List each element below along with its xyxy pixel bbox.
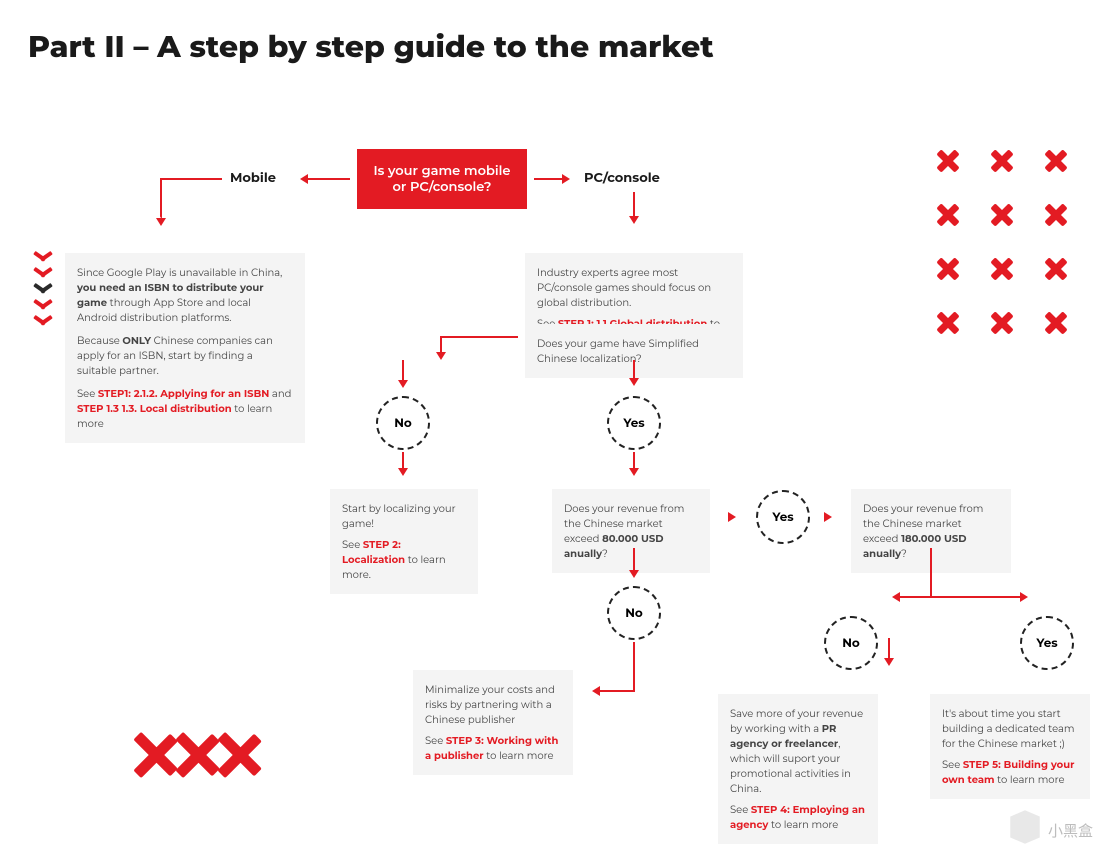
agency-p2: See STEP 4: Employing an agency to learn… <box>730 802 866 832</box>
arrow-right-icon <box>728 512 736 522</box>
watermark-text: 小黑盒 <box>1048 820 1093 841</box>
connector-line <box>633 360 635 378</box>
arrow-left-icon <box>592 686 600 696</box>
arrow-down-icon <box>398 468 408 476</box>
connector-line <box>308 178 350 180</box>
decision-no-circle-2: No <box>611 590 657 636</box>
connector-line <box>160 178 222 180</box>
x-icon <box>1043 202 1069 228</box>
x-icon <box>989 256 1015 282</box>
connector-line <box>930 596 1020 598</box>
chevron-down-icon <box>32 322 54 336</box>
arrow-right-icon <box>1020 592 1028 602</box>
x-icon <box>1043 256 1069 282</box>
connector-line <box>534 178 562 180</box>
x-icon <box>935 202 961 228</box>
x-icon <box>935 148 961 174</box>
mobile-p2: Because ONLY Chinese companies can apply… <box>77 333 293 378</box>
arrow-down-icon <box>629 468 639 476</box>
x-icon <box>1043 148 1069 174</box>
connector-line <box>633 642 635 690</box>
arrow-down-icon <box>436 352 446 360</box>
rev80k-text: Does your revenue from the Chinese marke… <box>564 501 698 561</box>
decision-yes-circle: Yes <box>611 400 657 446</box>
decision-yes-circle-3: Yes <box>1024 620 1070 666</box>
arrow-down-icon <box>629 570 639 578</box>
chevron-left-icon <box>168 710 216 800</box>
connector-line <box>900 596 932 598</box>
arrow-left-icon <box>300 174 308 184</box>
localize-p2: See STEP 2: Localization to learn more. <box>342 537 466 582</box>
chevron-left-icon <box>210 710 258 800</box>
no-label: No <box>625 606 643 621</box>
chevron-decoration <box>126 710 252 800</box>
x-icon <box>1043 310 1069 336</box>
x-icon <box>989 310 1015 336</box>
arrow-down-icon <box>884 658 894 666</box>
connector-line <box>402 360 404 380</box>
arrow-down-icon <box>629 216 639 224</box>
decision-no-circle: No <box>380 400 426 446</box>
decision-text: Is your game mobile or PC/console? <box>367 163 517 195</box>
x-pattern-decoration <box>935 148 1069 336</box>
connector-line <box>160 178 162 218</box>
localize-box: Start by localizing your game! See STEP … <box>330 489 478 594</box>
connector-line <box>930 548 932 596</box>
arrow-down-icon <box>398 380 408 388</box>
pc-global-p1: Industry experts agree most PC/console g… <box>537 265 731 310</box>
mobile-info-box: Since Google Play is unavailable in Chin… <box>65 253 305 443</box>
x-icon <box>935 256 961 282</box>
no-label: No <box>842 636 860 651</box>
x-icon <box>989 148 1015 174</box>
connector-line <box>888 638 890 658</box>
decision-box: Is your game mobile or PC/console? <box>357 149 527 209</box>
connector-line <box>440 336 442 352</box>
agency-box: Save more of your revenue by working wit… <box>718 694 878 844</box>
publisher-box: Minimalize your costs and risks by partn… <box>413 670 573 775</box>
x-icon <box>935 310 961 336</box>
mobile-p1: Since Google Play is unavailable in Chin… <box>77 265 293 325</box>
localize-p1: Start by localizing your game! <box>342 501 466 531</box>
arrow-right-icon <box>824 512 832 522</box>
chevron-left-icon <box>126 710 174 800</box>
connector-line <box>633 452 635 468</box>
yes-label: Yes <box>772 510 793 525</box>
revenue-80k-question: Does your revenue from the Chinese marke… <box>552 489 710 573</box>
own-team-p1: It's about time you start building a ded… <box>942 706 1078 751</box>
branch-pc-label: PC/console <box>584 170 660 186</box>
no-label: No <box>394 416 412 431</box>
publisher-p2: See STEP 3: Working with a publisher to … <box>425 733 561 763</box>
yes-label: Yes <box>1036 636 1057 651</box>
agency-p1: Save more of your revenue by working wit… <box>730 706 866 796</box>
connector-line <box>440 336 518 338</box>
own-team-p2: See STEP 5: Building your own team to le… <box>942 757 1078 787</box>
branch-mobile-label: Mobile <box>230 170 276 186</box>
watermark-logo-icon <box>1006 808 1044 846</box>
own-team-box: It's about time you start building a ded… <box>930 694 1090 799</box>
yes-label: Yes <box>623 416 644 431</box>
arrow-left-icon <box>892 592 900 602</box>
arrow-down-icon <box>156 218 166 226</box>
connector-line <box>600 690 635 692</box>
arrow-right-icon <box>562 174 570 184</box>
publisher-p1: Minimalize your costs and risks by partn… <box>425 682 561 727</box>
arrow-down-icon <box>629 378 639 386</box>
connector-line <box>633 192 635 216</box>
connector-line <box>402 452 404 468</box>
page-title: Part II – A step by step guide to the ma… <box>28 28 714 65</box>
connector-line <box>633 548 635 570</box>
decision-yes-circle-2: Yes <box>760 494 806 540</box>
mobile-p3: See STEP1: 2.1.2. Applying for an ISBN a… <box>77 386 293 431</box>
x-icon <box>989 202 1015 228</box>
decision-no-circle-3: No <box>828 620 874 666</box>
